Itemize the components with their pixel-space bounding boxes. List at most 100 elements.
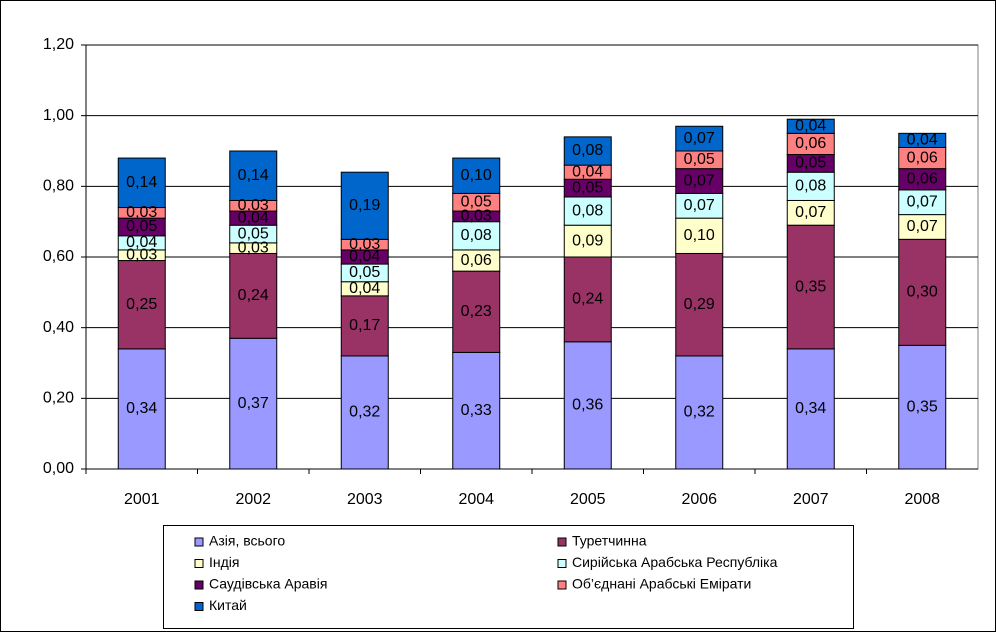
- data-label: 0,32: [349, 404, 380, 421]
- data-label: 0,06: [795, 135, 826, 152]
- bar-segment: [563, 224, 612, 258]
- data-label: 0,37: [238, 395, 269, 412]
- data-label: 0,05: [349, 264, 380, 281]
- legend-label: Азія, всього: [209, 533, 285, 549]
- data-label: 0,05: [126, 218, 157, 235]
- x-tick-label: 2001: [124, 491, 160, 508]
- bar-segment: [675, 192, 724, 219]
- bar-segment: [452, 351, 501, 470]
- x-tick-label: 2002: [235, 491, 271, 508]
- data-label: 0,05: [795, 155, 826, 172]
- bar-segment: [786, 348, 835, 470]
- bar-segment: [563, 256, 612, 343]
- y-tick-label: 0,20: [43, 390, 74, 407]
- data-label: 0,07: [795, 204, 826, 221]
- data-label: 0,05: [684, 151, 715, 168]
- legend-label: Індія: [209, 554, 239, 570]
- data-label: 0,04: [349, 248, 380, 265]
- data-label: 0,08: [572, 202, 603, 219]
- data-label: 0,07: [684, 130, 715, 147]
- bar-segment: [786, 199, 835, 226]
- bar-segment: [898, 132, 947, 148]
- legend: [163, 525, 854, 629]
- data-label: 0,03: [461, 208, 492, 225]
- data-label: 0,08: [461, 227, 492, 244]
- x-tick-label: 2004: [458, 491, 494, 508]
- data-label: 0,05: [461, 193, 492, 210]
- data-label: 0,19: [349, 197, 380, 214]
- bar-segment: [786, 171, 835, 201]
- data-label: 0,07: [907, 193, 938, 210]
- bar-segment: [117, 348, 166, 470]
- bar-segment: [229, 252, 278, 339]
- bar-segment: [340, 355, 389, 470]
- data-label: 0,03: [126, 246, 157, 263]
- data-label: 0,07: [684, 172, 715, 189]
- legend-label: Туретчинна: [572, 533, 647, 549]
- data-label: 0,03: [238, 197, 269, 214]
- bar-segment: [675, 125, 724, 152]
- bar-segment: [340, 171, 389, 240]
- data-label: 0,35: [795, 278, 826, 295]
- data-label: 0,04: [907, 132, 938, 149]
- legend-swatch: [557, 537, 567, 547]
- data-label: 0,08: [795, 178, 826, 195]
- data-label: 0,03: [238, 239, 269, 256]
- data-label: 0,04: [795, 117, 826, 134]
- y-tick-label: 0,40: [43, 319, 74, 336]
- data-label: 0,23: [461, 303, 492, 320]
- data-label: 0,04: [238, 209, 269, 226]
- data-label: 0,08: [572, 142, 603, 159]
- y-tick-label: 0,00: [43, 460, 74, 477]
- data-label: 0,05: [238, 225, 269, 242]
- data-label: 0,24: [572, 291, 603, 308]
- data-label: 0,36: [572, 397, 603, 414]
- legend-label: Об’єднані Арабські Емірати: [572, 576, 751, 592]
- bar-segment: [675, 168, 724, 194]
- data-label: 0,09: [572, 232, 603, 249]
- bar-segment: [340, 295, 389, 357]
- data-label: 0,03: [126, 204, 157, 221]
- legend-label: Саудівська Аравія: [209, 576, 327, 592]
- data-label: 0,32: [684, 404, 715, 421]
- bar-segment: [898, 214, 947, 240]
- bar-segment: [675, 252, 724, 357]
- bar-segment: [898, 189, 947, 216]
- data-label: 0,34: [126, 400, 157, 417]
- legend-label: Сирійська Арабська Республіка: [572, 554, 778, 570]
- data-label: 0,07: [684, 197, 715, 214]
- data-label: 0,04: [126, 234, 157, 251]
- data-label: 0,05: [572, 179, 603, 196]
- bar-segment: [563, 136, 612, 166]
- bar-segment: [117, 260, 166, 350]
- y-tick-label: 0,60: [43, 248, 74, 265]
- data-label: 0,25: [126, 296, 157, 313]
- x-tick-label: 2008: [904, 491, 940, 508]
- bar-segment: [452, 157, 501, 194]
- data-label: 0,07: [907, 218, 938, 235]
- y-tick-label: 0,80: [43, 178, 74, 195]
- bar-segment: [229, 150, 278, 201]
- legend-swatch: [194, 537, 204, 547]
- data-label: 0,14: [126, 174, 157, 191]
- bar-segment: [786, 118, 835, 134]
- data-label: 0,24: [238, 287, 269, 304]
- data-label: 0,29: [684, 296, 715, 313]
- bar-segment: [452, 270, 501, 353]
- bar-segment: [229, 337, 278, 470]
- data-label: 0,06: [907, 149, 938, 166]
- data-label: 0,35: [907, 398, 938, 415]
- x-tick-label: 2005: [570, 491, 606, 508]
- y-tick-label: 1,00: [43, 107, 74, 124]
- legend-label: Китай: [209, 597, 247, 613]
- bar-segment: [786, 224, 835, 350]
- legend-swatch: [557, 580, 567, 590]
- legend-swatch: [194, 580, 204, 590]
- legend-swatch: [194, 559, 204, 568]
- data-label: 0,10: [684, 227, 715, 244]
- x-tick-label: 2003: [347, 491, 383, 508]
- data-label: 0,06: [461, 252, 492, 269]
- data-label: 0,04: [349, 280, 380, 297]
- bar-segment: [117, 157, 166, 209]
